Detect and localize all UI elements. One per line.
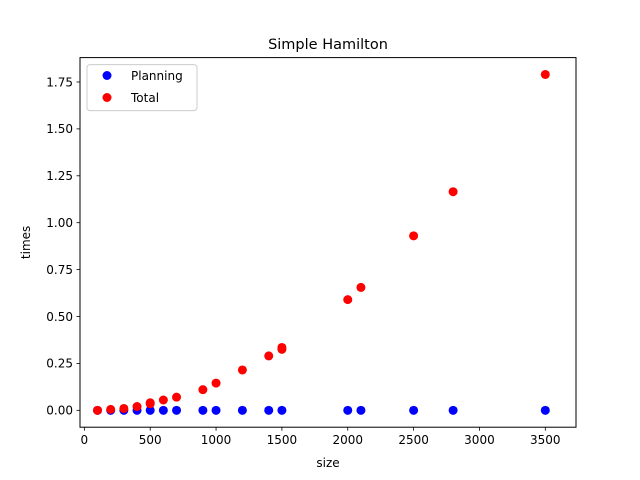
data-point-total xyxy=(198,385,208,395)
points-layer xyxy=(93,69,550,415)
data-point-total xyxy=(237,365,247,375)
data-point-planning xyxy=(172,405,182,415)
y-tick-label: 0.75 xyxy=(46,263,73,277)
data-point-total xyxy=(145,398,155,408)
data-point-planning xyxy=(540,405,550,415)
data-point-planning xyxy=(277,405,287,415)
y-tick-label: 1.50 xyxy=(46,122,73,136)
y-tick-label: 1.25 xyxy=(46,169,73,183)
legend-label-planning: Planning xyxy=(131,69,183,83)
data-point-planning xyxy=(356,405,366,415)
data-point-planning xyxy=(198,405,208,415)
data-point-total xyxy=(343,295,353,305)
data-point-total xyxy=(93,405,103,415)
data-point-total xyxy=(356,282,366,292)
y-tick-label: 1.75 xyxy=(46,75,73,89)
legend-frame xyxy=(86,64,198,112)
legend-label-total: Total xyxy=(130,91,159,105)
x-tick-label: 3000 xyxy=(464,433,495,447)
legend-marker-total xyxy=(102,93,112,102)
legend-marker-planning xyxy=(102,71,112,80)
data-point-total xyxy=(277,342,287,352)
data-point-planning xyxy=(237,405,247,415)
x-axis-label: size xyxy=(316,456,339,470)
data-point-planning xyxy=(158,405,168,415)
data-point-total xyxy=(409,231,419,241)
y-axis: 0.00 0.25 0.50 0.75 1.00 1.25 1.50 1.75 xyxy=(46,75,80,418)
y-axis-label: times xyxy=(19,226,33,259)
y-tick-label: 0.00 xyxy=(46,404,73,418)
chart-title: Simple Hamilton xyxy=(268,37,388,53)
data-point-total xyxy=(119,403,129,413)
x-axis: 0 500 1000 1500 2000 2500 3000 3500 xyxy=(81,427,561,447)
plot-frame xyxy=(79,57,577,428)
x-tick-label: 2000 xyxy=(332,433,363,447)
data-point-total xyxy=(264,351,274,361)
data-point-total xyxy=(106,404,116,414)
data-point-total xyxy=(211,378,221,388)
data-point-planning xyxy=(343,405,353,415)
x-tick-label: 2500 xyxy=(398,433,429,447)
data-point-planning xyxy=(448,405,458,415)
y-tick-label: 1.00 xyxy=(46,216,73,230)
x-tick-label: 0 xyxy=(81,433,89,447)
data-point-planning xyxy=(145,405,155,415)
data-point-planning xyxy=(409,405,419,415)
data-point-planning xyxy=(264,405,274,415)
x-tick-label: 3500 xyxy=(530,433,561,447)
data-point-total xyxy=(172,392,182,402)
y-tick-label: 0.50 xyxy=(46,310,73,324)
data-point-total xyxy=(540,69,550,79)
y-tick-label: 0.25 xyxy=(46,357,73,371)
data-point-planning xyxy=(211,405,221,415)
legend: Planning Total xyxy=(86,64,198,112)
x-tick-label: 500 xyxy=(139,433,162,447)
data-point-total xyxy=(132,402,142,412)
x-tick-label: 1000 xyxy=(201,433,232,447)
data-point-total xyxy=(158,395,168,405)
data-point-total xyxy=(448,187,458,197)
x-tick-label: 1500 xyxy=(267,433,298,447)
